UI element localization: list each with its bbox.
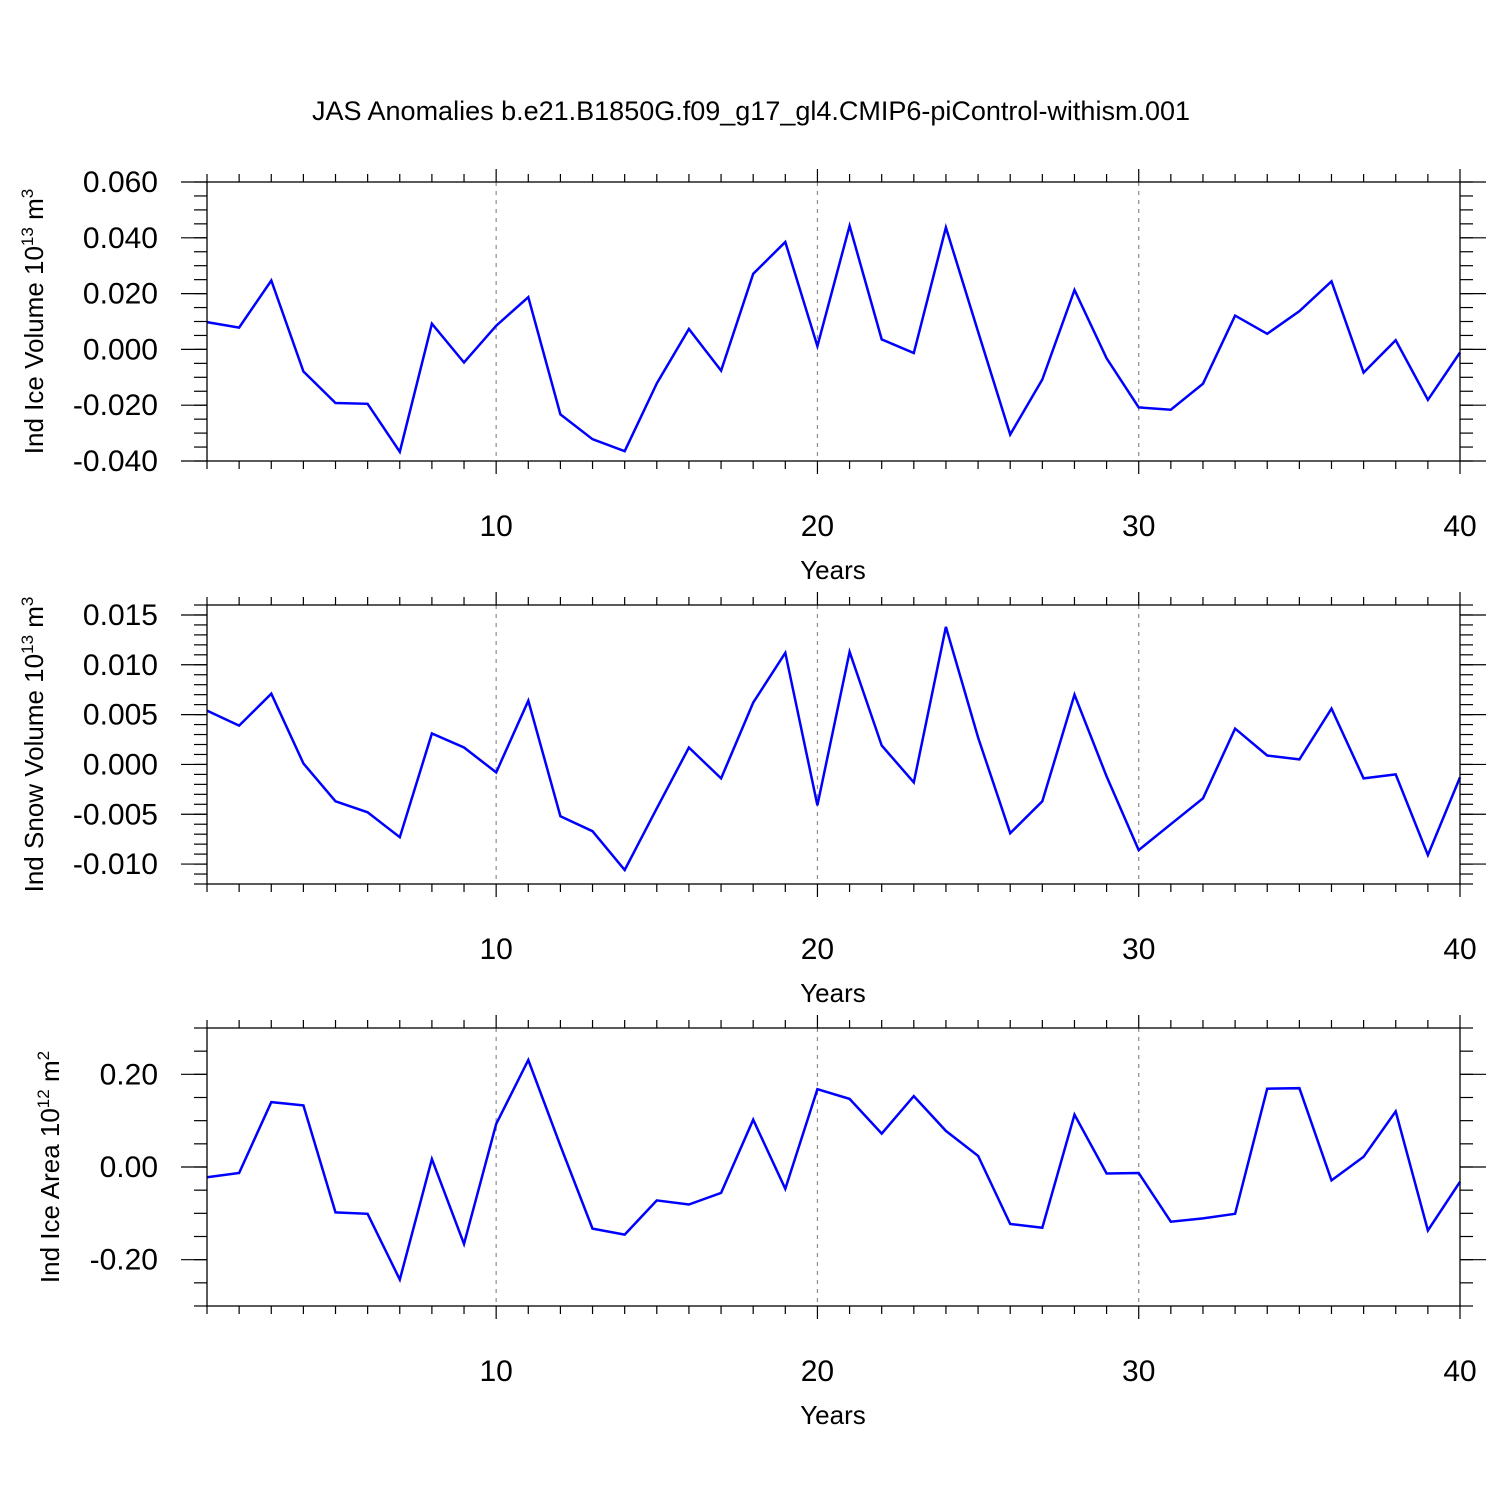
plot-frame — [206, 604, 1461, 885]
x-tick-label: 30 — [1122, 510, 1155, 543]
y-axis-title-text: m — [35, 1060, 65, 1089]
y-axis-title-exponent: 2 — [34, 1051, 53, 1060]
y-axis-title-exponent: 12 — [34, 1089, 53, 1108]
chart-title: JAS Anomalies b.e21.B1850G.f09_g17_gl4.C… — [312, 96, 1190, 126]
y-tick-label: 0.060 — [83, 166, 158, 199]
y-tick-label: 0.015 — [83, 599, 158, 632]
y-axis-title-exponent: 3 — [18, 597, 37, 606]
x-tick-label: 40 — [1443, 933, 1476, 966]
plot-frame — [206, 181, 1461, 462]
y-axis-title: Ind Snow Volume 1013 m3 — [18, 597, 49, 893]
series-line — [206, 626, 1462, 873]
y-axis-title-text: m — [19, 198, 49, 227]
y-tick-label: -0.020 — [73, 389, 158, 422]
x-tick-label: 30 — [1122, 933, 1155, 966]
series-line — [206, 1056, 1462, 1284]
x-axis-title: Years — [800, 555, 866, 585]
y-tick-label: 0.010 — [83, 649, 158, 682]
y-tick-label: 0.020 — [83, 278, 158, 311]
x-tick-label: 10 — [479, 1355, 512, 1388]
x-tick-label: 10 — [479, 510, 512, 543]
x-axis-title: Years — [800, 978, 866, 1008]
x-tick-label: 30 — [1122, 1355, 1155, 1388]
x-tick-label: 40 — [1443, 510, 1476, 543]
x-tick-label: 20 — [801, 1355, 834, 1388]
y-tick-label: -0.040 — [73, 445, 158, 478]
y-axis-title: Ind Ice Area 1012 m2 — [34, 1051, 65, 1283]
y-tick-label: 0.000 — [83, 333, 158, 366]
panels: -0.040 -0.020 0.000 0.020 0.040 0.060 10 20 30 40… — [18, 166, 1486, 1430]
x-tick-label: 20 — [801, 510, 834, 543]
y-tick-label: -0.005 — [73, 798, 158, 831]
x-axis-title: Years — [800, 1400, 866, 1430]
y-tick-label: 0.040 — [83, 222, 158, 255]
x-tick-label: 40 — [1443, 1355, 1476, 1388]
y-tick-label: -0.010 — [73, 848, 158, 881]
y-tick-label: 0.20 — [100, 1058, 158, 1091]
y-axis-title-text: Ind Snow Volume 10 — [19, 654, 49, 893]
y-tick-label: -0.20 — [90, 1244, 158, 1277]
y-axis-title-text: Ind Ice Volume 10 — [19, 246, 49, 454]
plot-frame — [206, 1027, 1461, 1307]
x-tick-label: 10 — [479, 933, 512, 966]
y-axis-title-exponent: 13 — [18, 635, 37, 654]
panel-3: -0.20 0.00 0.20 10 20 30 40 Years Ind Ice Area 1… — [34, 1015, 1486, 1430]
y-axis-title-text: m — [19, 606, 49, 635]
y-tick-label: 0.000 — [83, 748, 158, 781]
x-tick-label: 20 — [801, 933, 834, 966]
y-axis-title-exponent: 3 — [18, 189, 37, 198]
y-tick-label: 0.005 — [83, 699, 158, 732]
series-line — [206, 221, 1462, 455]
y-axis-title-text: Ind Ice Area 10 — [35, 1108, 65, 1283]
y-axis-title: Ind Ice Volume 1013 m3 — [18, 189, 49, 454]
y-tick-label: 0.00 — [100, 1151, 158, 1184]
y-axis-title-exponent: 13 — [18, 227, 37, 246]
panel-1: -0.040 -0.020 0.000 0.020 0.040 0.060 10 20 30 40… — [18, 166, 1486, 585]
panel-2: -0.010 -0.005 0.000 0.005 0.010 0.015 10 20 30 40… — [18, 592, 1486, 1008]
